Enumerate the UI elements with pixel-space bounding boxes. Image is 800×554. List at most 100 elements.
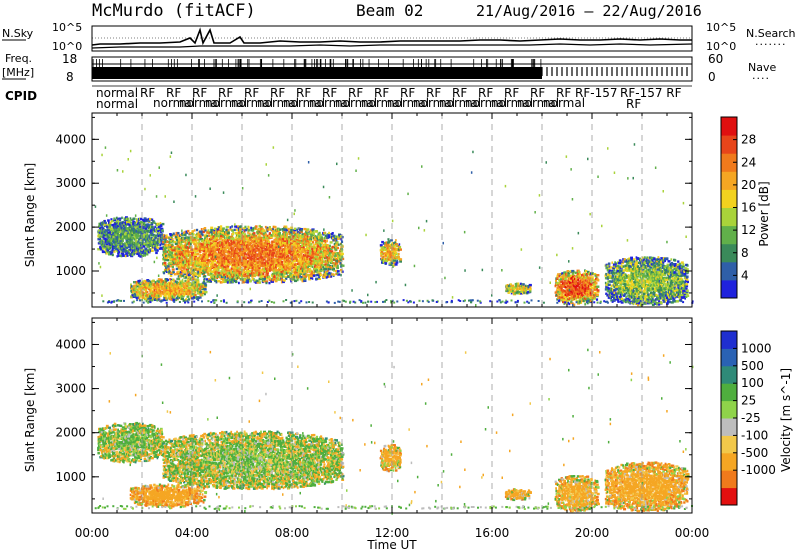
echo-cell <box>313 244 315 246</box>
echo-cell <box>294 228 297 230</box>
echo-cell <box>101 226 103 228</box>
echo-cell <box>336 244 338 246</box>
echo-cell <box>152 280 154 282</box>
echo-cell <box>395 251 397 253</box>
echo-cell <box>232 281 234 283</box>
echo-cell <box>248 250 250 252</box>
echo-cell <box>252 274 254 276</box>
echo-cell <box>156 282 158 284</box>
echo-cell <box>319 234 322 236</box>
echo-cell <box>126 246 129 248</box>
echo-cell <box>258 234 260 236</box>
echo-cell <box>336 267 339 269</box>
echo-cell <box>252 278 254 280</box>
echo-cell <box>313 268 315 270</box>
echo-cell <box>113 250 115 252</box>
echo-cell <box>249 280 252 282</box>
echo-cell <box>196 279 199 281</box>
echo-cell <box>387 238 389 240</box>
echo-cell <box>188 298 190 300</box>
echo-cell <box>303 254 305 256</box>
echo-cell <box>399 243 401 245</box>
echo-cell <box>122 252 125 254</box>
echo-cell <box>204 275 206 277</box>
echo-cell <box>177 278 179 280</box>
echo-cell <box>196 229 198 231</box>
echo-cell <box>223 274 225 276</box>
echo-cell <box>301 229 303 231</box>
nsky-strip <box>92 26 692 51</box>
echo-cell <box>227 281 229 283</box>
nsky-trace <box>92 30 692 45</box>
echo-cell <box>272 254 274 256</box>
nave-tick-bottom: 0 <box>708 70 716 84</box>
echo-cell <box>318 266 320 268</box>
echo-cell <box>272 252 275 254</box>
echo-cell <box>182 279 184 281</box>
echo-cell <box>274 275 276 277</box>
echo-cell <box>145 244 147 246</box>
nsearch-trace <box>92 44 692 48</box>
echo-cell <box>287 228 290 230</box>
echo-cell <box>100 235 102 237</box>
echo-cell <box>307 271 309 273</box>
echo-cell <box>238 232 241 234</box>
echo-cell <box>197 268 199 270</box>
echo-cell <box>341 253 344 255</box>
echo-cell <box>253 257 255 259</box>
echo-cell <box>338 244 340 246</box>
echo-cell <box>193 296 195 298</box>
echo-cell <box>229 276 231 278</box>
echo-cell <box>315 274 317 276</box>
echo-cell <box>228 231 230 233</box>
echo-cell <box>145 227 147 229</box>
echo-cell <box>255 225 258 227</box>
echo-cell <box>187 296 190 298</box>
echo-cell <box>118 251 120 253</box>
echo-cell <box>230 240 232 242</box>
echo-cell <box>519 287 521 289</box>
echo-cell <box>332 232 334 234</box>
echo-cell <box>143 245 146 247</box>
echo-cell <box>172 238 174 240</box>
echo-cell <box>177 296 179 298</box>
echo-cell <box>328 234 330 236</box>
echo-cell <box>186 231 188 233</box>
echo-cell <box>154 226 156 228</box>
echo-cell <box>200 291 202 293</box>
echo-cell <box>151 250 154 252</box>
echo-cell <box>332 246 334 248</box>
echo-cell <box>336 241 339 243</box>
echo-cell <box>131 237 134 239</box>
echo-cell <box>327 276 329 278</box>
freq-tick-bottom: 8 <box>66 70 74 84</box>
echo-cell <box>200 236 202 238</box>
echo-cell <box>523 289 525 291</box>
nave-tick-top: 60 <box>708 52 723 66</box>
echo-cell <box>279 228 281 230</box>
echo-cell <box>185 239 187 241</box>
echo-cell <box>259 281 261 283</box>
echo-cell <box>233 277 235 279</box>
echo-cell <box>165 297 167 299</box>
echo-cell <box>244 226 246 228</box>
echo-cell <box>204 288 207 290</box>
echo-cell <box>312 277 314 279</box>
echo-cell <box>512 285 515 287</box>
echo-cell <box>279 232 281 234</box>
echo-cell <box>193 233 195 235</box>
echo-cell <box>333 274 335 276</box>
echo-cell <box>342 265 345 267</box>
echo-cell <box>238 282 240 284</box>
echo-cell <box>194 229 196 231</box>
echo-cell <box>298 234 300 236</box>
echo-cell <box>147 291 149 293</box>
echo-cell <box>172 268 175 270</box>
echo-cell <box>265 282 267 284</box>
echo-cell <box>399 246 401 248</box>
echo-cell <box>329 245 331 247</box>
echo-cell <box>215 253 217 255</box>
echo-cell <box>262 273 264 275</box>
echo-cell <box>230 226 232 228</box>
echo-cell <box>107 219 110 221</box>
